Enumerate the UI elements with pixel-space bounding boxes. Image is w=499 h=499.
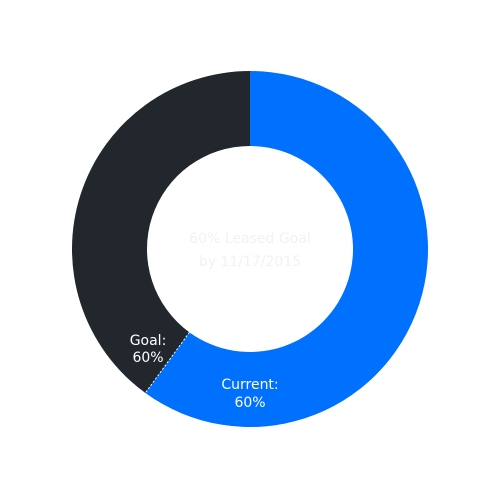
- goal-label-value: 60%: [132, 350, 163, 366]
- slice-current: [145, 71, 429, 427]
- goal-marker-label: Goal: 60%: [130, 333, 167, 366]
- center-title-line-1: 60% Leased Goal: [189, 231, 310, 247]
- goal-label-line-1: Goal:: [130, 333, 167, 349]
- current-slice-label: Current: 60%: [221, 377, 278, 411]
- current-label-value: 60%: [234, 395, 265, 411]
- slice-remaining: [72, 71, 250, 394]
- goal-marker-line: [144, 332, 190, 394]
- current-label-line-1: Current:: [221, 377, 278, 393]
- center-title-line-2: by 11/17/2015: [199, 254, 301, 270]
- slices-layer: [72, 71, 429, 427]
- goal-marker-layer: [144, 332, 190, 394]
- center-title: 60% Leased Goal by 11/17/2015: [189, 231, 310, 270]
